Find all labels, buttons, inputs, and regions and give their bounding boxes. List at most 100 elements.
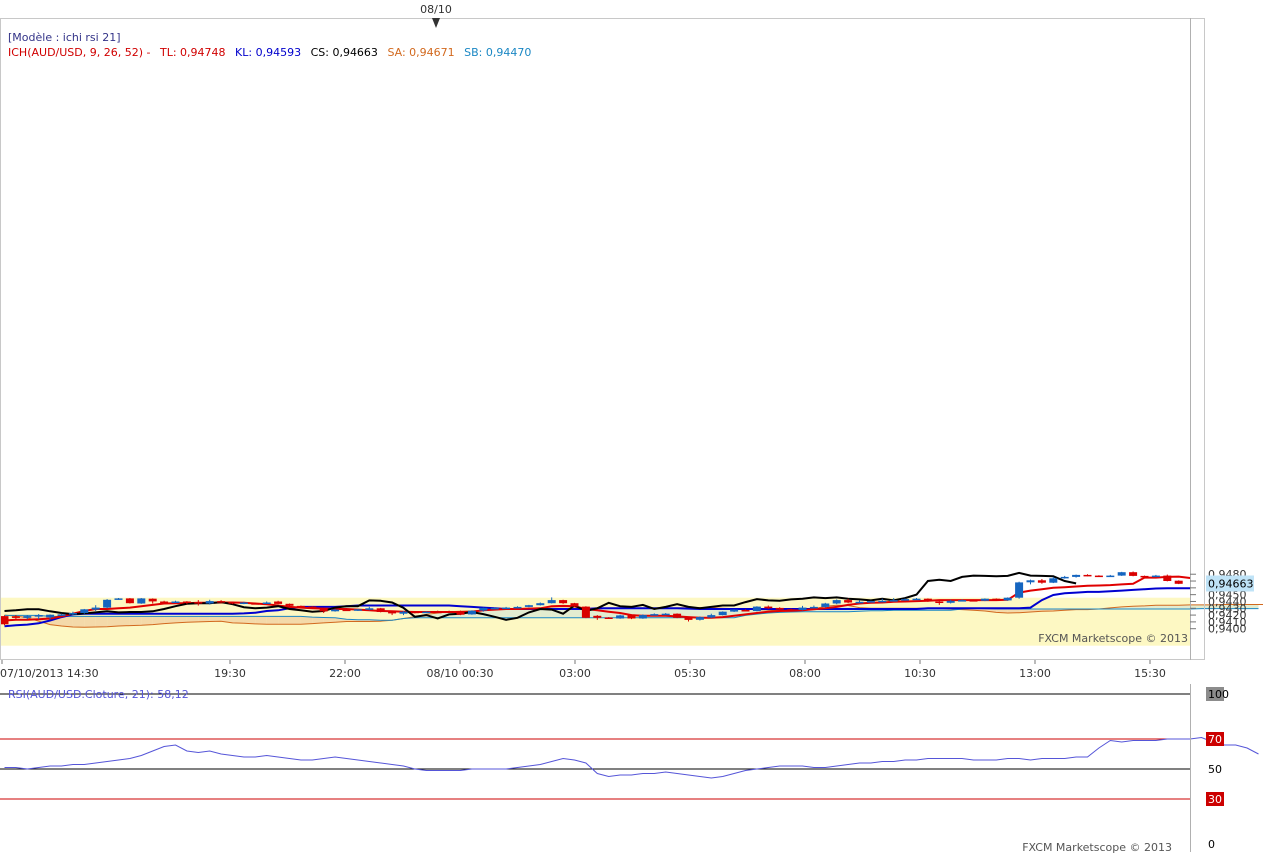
candle-body (251, 603, 259, 605)
time-tick-label: 03:00 (559, 667, 591, 680)
candle-body (92, 608, 100, 610)
candle-body (1072, 575, 1080, 577)
top-date-marker-label: 08/10 (420, 3, 452, 16)
candle-body (628, 615, 636, 618)
candle-body (878, 601, 886, 603)
candle-body (1141, 576, 1149, 578)
candle-body (411, 612, 419, 614)
model-title: [Modèle : ichi rsi 21] (8, 31, 121, 44)
candle-body (593, 616, 601, 618)
cloud-segment (119, 616, 130, 626)
time-tick-label: 07/10/2013 14:30 (0, 667, 99, 680)
candle-body (1084, 575, 1092, 577)
candle-body (217, 601, 225, 603)
candle-body (308, 607, 316, 609)
candle-body (35, 615, 43, 617)
cloud-segment (1156, 605, 1167, 609)
candle-body (935, 602, 943, 604)
ichimoku-legend: ICH(AUD/USD, 9, 26, 52) - TL: 0,94748 KL… (8, 46, 531, 59)
candle-body (434, 612, 442, 614)
candle-body (571, 603, 579, 606)
legend-cs: CS: 0,94663 (311, 46, 378, 59)
rsi-level-label: 100 (1208, 688, 1229, 701)
candle-body (1175, 581, 1183, 584)
candle-body (365, 608, 373, 610)
candle-body (1152, 576, 1160, 578)
rsi-level-label: 70 (1208, 733, 1222, 746)
candle-body (229, 602, 237, 604)
candle-body (536, 603, 544, 605)
candle-body (240, 603, 248, 605)
candle-body (274, 602, 282, 604)
main-watermark: FXCM Marketscope © 2013 (1038, 632, 1188, 645)
candle-body (58, 614, 66, 616)
candle-body (468, 611, 476, 615)
candle-body (1027, 580, 1035, 582)
candle-body (799, 608, 807, 610)
rsi-panel-background (0, 684, 1190, 852)
candle-body (1038, 580, 1046, 582)
time-tick-label: 22:00 (329, 667, 361, 680)
time-tick-label: 19:30 (214, 667, 246, 680)
candle-body (1129, 572, 1137, 576)
candle-body (685, 618, 693, 620)
candle-body (479, 608, 487, 611)
candle-body (559, 600, 567, 603)
candle-body (753, 607, 761, 611)
candle-body (867, 601, 875, 603)
cloud-segment (107, 616, 118, 626)
legend-sb: SB: 0,94470 (464, 46, 531, 59)
candle-body (730, 610, 738, 612)
candle-body (354, 609, 362, 611)
candle-body (719, 612, 727, 615)
time-tick-label: 05:30 (674, 667, 706, 680)
cloud-segment (244, 616, 255, 623)
candle-body (1, 616, 9, 624)
candle-body (514, 607, 522, 609)
candle-body (764, 607, 772, 609)
candle-body (890, 600, 898, 602)
candle-body (776, 608, 784, 610)
legend-sa: SA: 0,94671 (387, 46, 454, 59)
time-tick-label: 13:00 (1019, 667, 1051, 680)
candle-body (103, 600, 111, 608)
cloud-segment (187, 616, 198, 622)
legend-name: ICH(AUD/USD, 9, 26, 52) - (8, 46, 151, 59)
time-tick-label: 08:00 (789, 667, 821, 680)
candle-body (160, 602, 168, 604)
candle-body (343, 610, 351, 612)
candle-body (913, 599, 921, 601)
candle-body (149, 599, 157, 602)
candle-body (981, 599, 989, 601)
candle-body (901, 599, 909, 601)
candle-body (388, 612, 396, 614)
candle-body (810, 607, 818, 609)
time-tick-label: 08/10 00:30 (427, 667, 494, 680)
candle-body (924, 599, 932, 602)
candle-body (194, 602, 202, 604)
candle-body (1015, 582, 1023, 597)
cloud-segment (1167, 605, 1178, 609)
candle-body (958, 600, 966, 602)
time-tick-label: 10:30 (904, 667, 936, 680)
candle-body (502, 608, 510, 610)
candle-body (491, 608, 499, 610)
current-price-label: 0,94663 (1208, 578, 1254, 591)
candle-body (1163, 576, 1171, 581)
cloud-segment (301, 616, 312, 624)
legend-kl: KL: 0,94593 (235, 46, 301, 59)
candle-body (833, 600, 841, 603)
candle-body (787, 609, 795, 611)
candle-body (821, 604, 829, 607)
cloud-segment (84, 616, 95, 627)
candle-body (377, 608, 385, 612)
candle-body (400, 612, 408, 614)
candle-body (12, 616, 20, 618)
rsi-legend: RSI(AUD/USD.Cloture, 21): 58,12 (8, 688, 189, 701)
candle-body (297, 606, 305, 608)
candle-body (639, 615, 647, 618)
candle-body (286, 604, 294, 606)
rsi-level-label: 50 (1208, 763, 1222, 776)
